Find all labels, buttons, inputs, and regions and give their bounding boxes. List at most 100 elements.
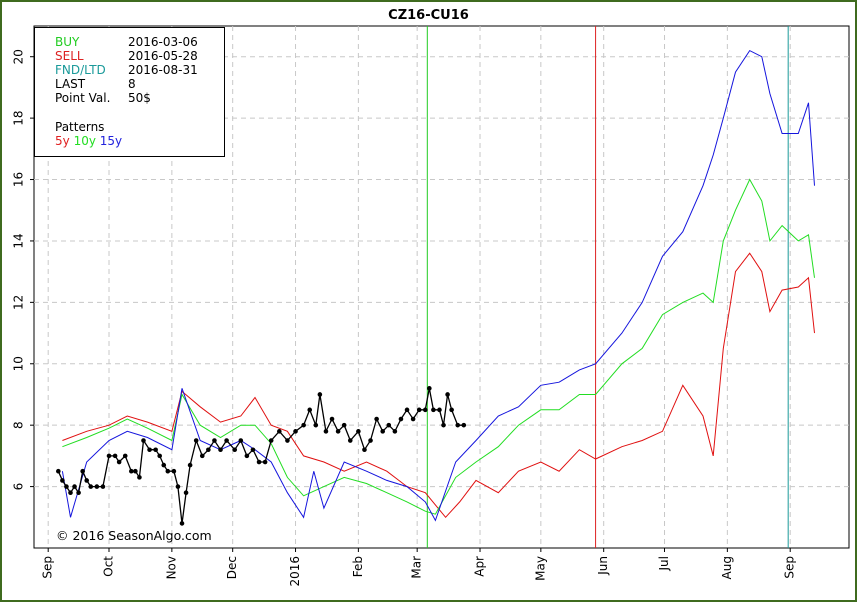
series-point-last bbox=[153, 447, 158, 453]
x-tick-label: Sep bbox=[41, 556, 55, 579]
series-point-last bbox=[356, 429, 361, 434]
series-point-last bbox=[183, 490, 189, 496]
series-point-last bbox=[112, 453, 118, 459]
series-point-last bbox=[441, 422, 446, 428]
y-tick-label: 12 bbox=[12, 295, 26, 310]
series-point-last bbox=[64, 484, 69, 489]
chart-title: CZ16-CU16 bbox=[388, 8, 469, 23]
legend-10y: 10y bbox=[73, 134, 96, 148]
series-point-last bbox=[416, 407, 422, 413]
series-point-last bbox=[133, 468, 138, 474]
series-point-last bbox=[122, 453, 128, 459]
x-tick-label: Oct bbox=[102, 556, 116, 577]
series-point-last bbox=[238, 438, 244, 443]
series-point-last bbox=[224, 438, 229, 443]
x-tick-label: Feb bbox=[351, 556, 365, 577]
series-point-last bbox=[347, 438, 353, 443]
series-point-last bbox=[171, 468, 177, 474]
series-point-last bbox=[80, 468, 85, 474]
y-tick-label: 6 bbox=[12, 483, 26, 491]
y-tick-label: 16 bbox=[12, 172, 26, 187]
series-point-last bbox=[301, 422, 306, 428]
series-point-last bbox=[368, 438, 373, 443]
series-point-last bbox=[193, 438, 199, 443]
fnd-date: 2016-08-31 bbox=[128, 63, 198, 77]
point-val-label: Point Val. bbox=[55, 91, 111, 105]
series-point-last bbox=[374, 416, 379, 422]
legend-5y: 5y bbox=[55, 134, 70, 148]
series-point-last bbox=[88, 484, 94, 489]
series-point-last bbox=[212, 438, 217, 443]
x-tick-label: Apr bbox=[473, 556, 487, 577]
series-point-last bbox=[161, 462, 167, 468]
info-legend: BUY 2016-03-06 SELL 2016-05-28 FND/LTD 2… bbox=[34, 27, 225, 157]
series-point-last bbox=[72, 484, 77, 489]
y-tick-label: 8 bbox=[12, 421, 26, 429]
series-point-last bbox=[84, 478, 90, 483]
x-tick-label: Jul bbox=[657, 556, 671, 571]
series-point-last bbox=[250, 447, 256, 453]
series-point-last bbox=[262, 459, 268, 465]
patterns-label: Patterns bbox=[55, 120, 105, 134]
patterns-legend: 5y 10y 15y bbox=[55, 134, 122, 149]
series-point-last bbox=[277, 429, 282, 434]
series-line-10y bbox=[62, 178, 815, 515]
series-point-last bbox=[398, 416, 404, 422]
series-point-last bbox=[256, 459, 262, 465]
series-point-last bbox=[427, 386, 432, 391]
buy-date: 2016-03-06 bbox=[128, 35, 198, 49]
series-point-last bbox=[199, 453, 205, 459]
series-point-last bbox=[106, 453, 112, 459]
series-point-last bbox=[285, 438, 290, 443]
series-point-last bbox=[76, 490, 81, 496]
x-tick-label: 2016 bbox=[288, 556, 302, 587]
y-tick-label: 10 bbox=[12, 356, 26, 371]
series-point-last bbox=[449, 407, 454, 413]
series-point-last bbox=[307, 407, 313, 413]
series-point-last bbox=[100, 484, 106, 489]
fnd-label: FND/LTD bbox=[55, 63, 106, 77]
series-point-last bbox=[431, 407, 436, 413]
x-tick-label: Mar bbox=[410, 556, 424, 579]
series-line-15y bbox=[61, 49, 815, 522]
series-line-5y bbox=[62, 252, 815, 519]
y-tick-label: 14 bbox=[12, 233, 26, 248]
series-point-last bbox=[422, 407, 428, 413]
y-tick-label: 20 bbox=[12, 49, 26, 64]
copyright-text: © 2016 SeasonAlgo.com bbox=[56, 528, 212, 543]
series-point-last bbox=[147, 447, 152, 453]
last-value: 8 bbox=[128, 77, 136, 91]
y-axis-ticks: 6 8 10 12 14 16 18 20 bbox=[12, 49, 34, 491]
series-point-last bbox=[218, 447, 223, 453]
series-point-last bbox=[268, 438, 274, 443]
sell-label: SELL bbox=[55, 49, 84, 63]
series-layer bbox=[56, 49, 815, 526]
series-point-last bbox=[56, 468, 61, 474]
x-tick-label: May bbox=[533, 556, 547, 581]
series-point-last bbox=[116, 459, 122, 465]
series-point-last bbox=[341, 422, 347, 428]
sell-date: 2016-05-28 bbox=[128, 49, 198, 63]
series-point-last bbox=[437, 407, 442, 413]
series-point-last bbox=[206, 447, 211, 453]
series-point-last bbox=[461, 422, 467, 428]
series-point-last bbox=[404, 407, 410, 413]
x-tick-label: Jun bbox=[596, 556, 610, 576]
series-point-last bbox=[313, 422, 319, 428]
series-point-last bbox=[317, 392, 323, 397]
series-point-last bbox=[137, 475, 142, 480]
series-point-last bbox=[293, 429, 298, 434]
series-point-last bbox=[179, 521, 185, 526]
series-point-last bbox=[410, 416, 416, 422]
series-point-last bbox=[68, 490, 73, 496]
series-point-last bbox=[244, 453, 250, 459]
series-point-last bbox=[380, 429, 386, 434]
x-tick-label: Dec bbox=[225, 556, 239, 579]
series-point-last bbox=[60, 478, 65, 483]
series-point-last bbox=[329, 416, 335, 422]
buy-label: BUY bbox=[55, 35, 80, 49]
series-point-last bbox=[129, 468, 134, 474]
point-val-value: 50$ bbox=[128, 91, 151, 105]
series-point-last bbox=[157, 453, 162, 459]
series-point-last bbox=[386, 422, 392, 428]
